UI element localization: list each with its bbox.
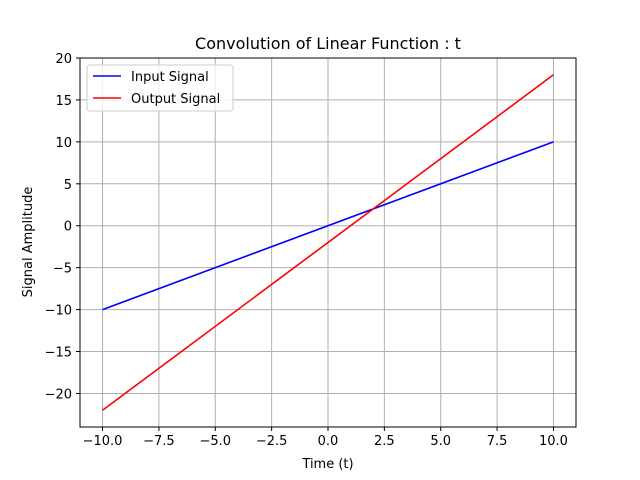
x-tick-label: 0.0 xyxy=(318,434,339,449)
y-axis-label: Signal Amplitude xyxy=(21,187,36,298)
legend-label-output-signal: Output Signal xyxy=(131,92,220,107)
y-tick-label: −5 xyxy=(53,262,72,277)
y-tick-label: 15 xyxy=(55,94,72,109)
x-tick-label: 2.5 xyxy=(374,434,395,449)
y-tick-label: 10 xyxy=(55,136,72,151)
x-tick-label: 7.5 xyxy=(487,434,508,449)
y-tick-label: −10 xyxy=(45,304,72,319)
x-axis-ticks: −10.0 −7.5 −5.0 −2.5 0.0 2.5 5.0 7.5 10.0 xyxy=(83,427,568,449)
x-tick-label: −7.5 xyxy=(143,434,175,449)
series-line-output-signal xyxy=(102,74,554,411)
y-tick-label: −15 xyxy=(45,346,72,361)
x-tick-label: −2.5 xyxy=(256,434,288,449)
series-line-input-signal xyxy=(102,141,554,311)
y-tick-label: 0 xyxy=(64,220,72,235)
series-group xyxy=(102,74,554,411)
y-tick-label: 20 xyxy=(55,52,72,67)
chart-title: Convolution of Linear Function : t xyxy=(195,34,461,53)
legend-box xyxy=(86,64,234,112)
legend: Input Signal Output Signal xyxy=(86,64,234,112)
x-tick-label: 10.0 xyxy=(539,434,568,449)
y-tick-label: −20 xyxy=(45,387,72,402)
legend-label-input-signal: Input Signal xyxy=(131,70,209,85)
x-axis-label: Time (t) xyxy=(301,457,353,472)
x-tick-label: 5.0 xyxy=(430,434,451,449)
y-tick-label: 5 xyxy=(64,178,72,193)
x-tick-label: −5.0 xyxy=(199,434,231,449)
x-tick-label: −10.0 xyxy=(83,434,123,449)
y-axis-ticks: −20 −15 −10 −5 0 5 10 15 20 xyxy=(45,52,80,402)
